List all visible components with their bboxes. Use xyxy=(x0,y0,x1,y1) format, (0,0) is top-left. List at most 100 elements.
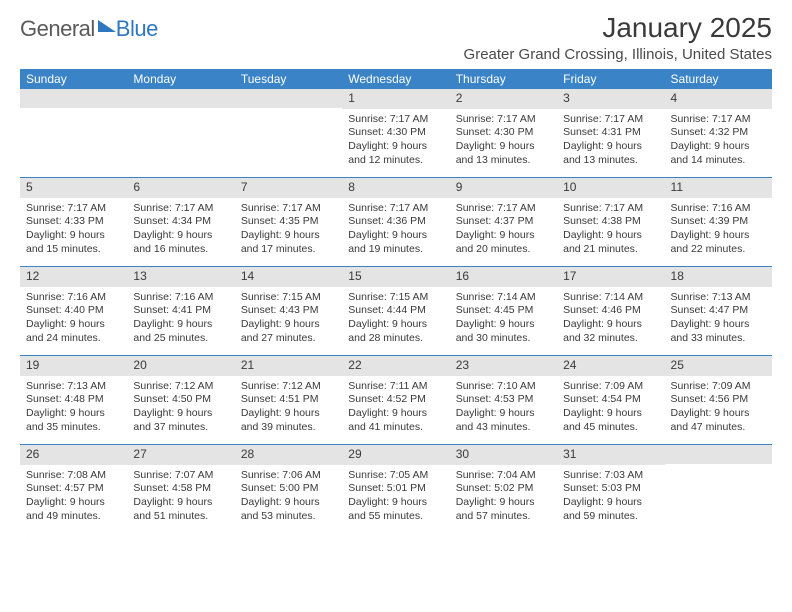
daylight-line-1: Daylight: 9 hours xyxy=(563,140,658,154)
day-header: Saturday xyxy=(665,69,772,89)
sunset-line: Sunset: 4:54 PM xyxy=(563,393,658,407)
sunrise-line: Sunrise: 7:12 AM xyxy=(133,380,228,394)
daylight-line-2: and 59 minutes. xyxy=(563,510,658,524)
day-cell: 20Sunrise: 7:12 AMSunset: 4:50 PMDayligh… xyxy=(127,356,234,444)
sunset-line: Sunset: 4:37 PM xyxy=(456,215,551,229)
daylight-line-2: and 45 minutes. xyxy=(563,421,658,435)
daylight-line-2: and 55 minutes. xyxy=(348,510,443,524)
day-header: Friday xyxy=(557,69,664,89)
sunset-line: Sunset: 4:50 PM xyxy=(133,393,228,407)
daylight-line-1: Daylight: 9 hours xyxy=(133,407,228,421)
day-body: Sunrise: 7:17 AMSunset: 4:31 PMDaylight:… xyxy=(557,109,664,170)
daylight-line-2: and 30 minutes. xyxy=(456,332,551,346)
logo-word-2: Blue xyxy=(116,16,158,42)
sunset-line: Sunset: 5:03 PM xyxy=(563,482,658,496)
day-cell: 31Sunrise: 7:03 AMSunset: 5:03 PMDayligh… xyxy=(557,445,664,533)
sunrise-line: Sunrise: 7:17 AM xyxy=(348,202,443,216)
daylight-line-2: and 12 minutes. xyxy=(348,154,443,168)
sunrise-line: Sunrise: 7:17 AM xyxy=(456,113,551,127)
day-body: Sunrise: 7:12 AMSunset: 4:50 PMDaylight:… xyxy=(127,376,234,437)
daylight-line-2: and 28 minutes. xyxy=(348,332,443,346)
daylight-line-2: and 35 minutes. xyxy=(26,421,121,435)
day-cell: 11Sunrise: 7:16 AMSunset: 4:39 PMDayligh… xyxy=(665,178,772,266)
daylight-line-2: and 21 minutes. xyxy=(563,243,658,257)
location-label: Greater Grand Crossing, Illinois, United… xyxy=(464,46,772,63)
day-body: Sunrise: 7:09 AMSunset: 4:56 PMDaylight:… xyxy=(665,376,772,437)
day-cell: 12Sunrise: 7:16 AMSunset: 4:40 PMDayligh… xyxy=(20,267,127,355)
sunset-line: Sunset: 4:56 PM xyxy=(671,393,766,407)
day-cell: 8Sunrise: 7:17 AMSunset: 4:36 PMDaylight… xyxy=(342,178,449,266)
daylight-line-1: Daylight: 9 hours xyxy=(26,407,121,421)
day-cell: 28 Sunrise: 7:06 AMSunset: 5:00 PMDayligh… xyxy=(235,445,342,533)
week-row: 12Sunrise: 7:16 AMSunset: 4:40 PMDayligh… xyxy=(20,267,772,356)
sunset-line: Sunset: 4:45 PM xyxy=(456,304,551,318)
daylight-line-1: Daylight: 9 hours xyxy=(348,318,443,332)
day-cell: 7Sunrise: 7:17 AMSunset: 4:35 PMDaylight… xyxy=(235,178,342,266)
sunset-line: Sunset: 4:40 PM xyxy=(26,304,121,318)
sunset-line: Sunset: 4:52 PM xyxy=(348,393,443,407)
day-body: Sunrise: 7:16 AMSunset: 4:40 PMDaylight:… xyxy=(20,287,127,348)
day-body: Sunrise: 7:17 AMSunset: 4:33 PMDaylight:… xyxy=(20,198,127,259)
daylight-line-2: and 51 minutes. xyxy=(133,510,228,524)
day-body: Sunrise: 7:12 AMSunset: 4:51 PMDaylight:… xyxy=(235,376,342,437)
day-body: Sunrise: 7:17 AMSunset: 4:37 PMDaylight:… xyxy=(450,198,557,259)
daylight-line-2: and 15 minutes. xyxy=(26,243,121,257)
sunrise-line: Sunrise: 7:04 AM xyxy=(456,469,551,483)
day-number xyxy=(665,445,772,464)
day-body: Sunrise: 7:17 AMSunset: 4:32 PMDaylight:… xyxy=(665,109,772,170)
day-body: Sunrise: 7:11 AMSunset: 4:52 PMDaylight:… xyxy=(342,376,449,437)
sunrise-line: Sunrise: 7:15 AM xyxy=(348,291,443,305)
day-cell: 30Sunrise: 7:04 AMSunset: 5:02 PMDayligh… xyxy=(450,445,557,533)
day-cell: 25Sunrise: 7:09 AMSunset: 4:56 PMDayligh… xyxy=(665,356,772,444)
sunrise-line: Sunrise: 7:17 AM xyxy=(133,202,228,216)
daylight-line-1: Daylight: 9 hours xyxy=(348,229,443,243)
day-number xyxy=(20,89,127,108)
sunrise-line: Sunrise: 7:11 AM xyxy=(348,380,443,394)
day-cell: 22Sunrise: 7:11 AMSunset: 4:52 PMDayligh… xyxy=(342,356,449,444)
day-body: Sunrise: 7:17 AMSunset: 4:36 PMDaylight:… xyxy=(342,198,449,259)
sunset-line: Sunset: 4:33 PM xyxy=(26,215,121,229)
daylight-line-1: Daylight: 9 hours xyxy=(456,407,551,421)
sunrise-line: Sunrise: 7:13 AM xyxy=(671,291,766,305)
sunset-line: Sunset: 4:35 PM xyxy=(241,215,336,229)
sunset-line: Sunset: 4:47 PM xyxy=(671,304,766,318)
daylight-line-1: Daylight: 9 hours xyxy=(26,318,121,332)
sunset-line: Sunset: 4:53 PM xyxy=(456,393,551,407)
sunrise-line: Sunrise: 7:10 AM xyxy=(456,380,551,394)
day-cell: 13Sunrise: 7:16 AMSunset: 4:41 PMDayligh… xyxy=(127,267,234,355)
sunrise-line: Sunrise: 7:09 AM xyxy=(563,380,658,394)
daylight-line-2: and 39 minutes. xyxy=(241,421,336,435)
day-body: Sunrise: 7:15 AMSunset: 4:44 PMDaylight:… xyxy=(342,287,449,348)
calendar-page: General Blue January 2025 Greater Grand … xyxy=(0,0,792,553)
day-cell: 9Sunrise: 7:17 AMSunset: 4:37 PMDaylight… xyxy=(450,178,557,266)
day-number: 17 xyxy=(557,267,664,287)
day-number: 22 xyxy=(342,356,449,376)
day-cell: 2Sunrise: 7:17 AMSunset: 4:30 PMDaylight… xyxy=(450,89,557,177)
day-cell: 18Sunrise: 7:13 AMSunset: 4:47 PMDayligh… xyxy=(665,267,772,355)
daylight-line-1: Daylight: 9 hours xyxy=(241,496,336,510)
day-number: 28 xyxy=(235,445,342,465)
sunrise-line: Sunrise: 7:17 AM xyxy=(671,113,766,127)
sunset-line: Sunset: 5:00 PM xyxy=(241,482,336,496)
day-number: 4 xyxy=(665,89,772,109)
day-number: 25 xyxy=(665,356,772,376)
day-cell: 24Sunrise: 7:09 AMSunset: 4:54 PMDayligh… xyxy=(557,356,664,444)
sunrise-line: Sunrise: 7:06 AM xyxy=(241,469,336,483)
daylight-line-1: Daylight: 9 hours xyxy=(348,407,443,421)
day-number: 19 xyxy=(20,356,127,376)
sunrise-line: Sunrise: 7:17 AM xyxy=(456,202,551,216)
sunrise-line: Sunrise: 7:13 AM xyxy=(26,380,121,394)
day-number: 15 xyxy=(342,267,449,287)
daylight-line-1: Daylight: 9 hours xyxy=(671,407,766,421)
daylight-line-2: and 19 minutes. xyxy=(348,243,443,257)
daylight-line-2: and 20 minutes. xyxy=(456,243,551,257)
day-number: 30 xyxy=(450,445,557,465)
daylight-line-1: Daylight: 9 hours xyxy=(241,229,336,243)
daylight-line-2: and 13 minutes. xyxy=(456,154,551,168)
sunrise-line: Sunrise: 7:09 AM xyxy=(671,380,766,394)
day-number: 10 xyxy=(557,178,664,198)
day-body: Sunrise: 7:09 AMSunset: 4:54 PMDaylight:… xyxy=(557,376,664,437)
daylight-line-1: Daylight: 9 hours xyxy=(241,407,336,421)
sunset-line: Sunset: 4:46 PM xyxy=(563,304,658,318)
sunrise-line: Sunrise: 7:12 AM xyxy=(241,380,336,394)
